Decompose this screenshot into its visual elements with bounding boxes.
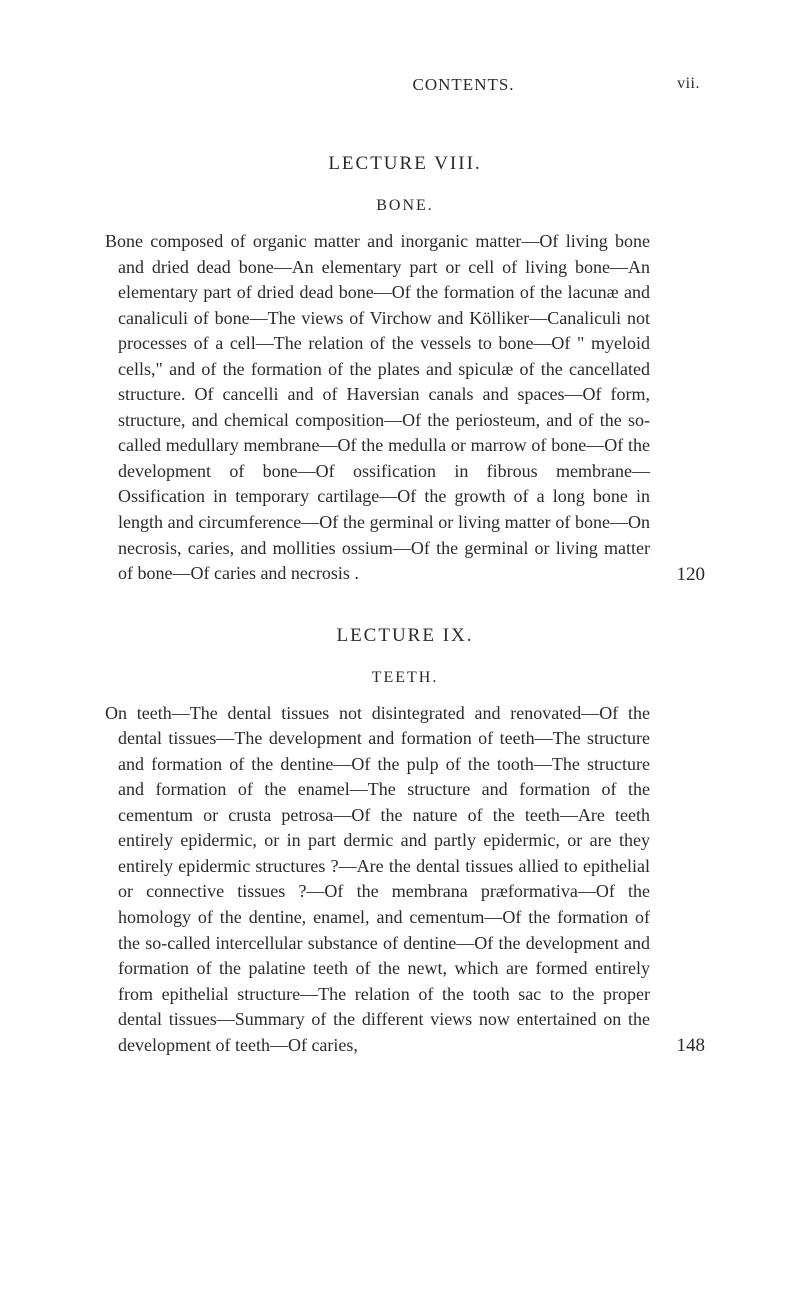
lecture-8-entry: Bone composed of organic matter and inor… (105, 229, 705, 587)
lecture-9-text: On teeth—The dental tissues not disinteg… (105, 701, 650, 1059)
lecture-8-subtitle: BONE. (105, 197, 705, 215)
lecture-9-entry: On teeth—The dental tissues not disinteg… (105, 701, 705, 1059)
lecture-8-text: Bone composed of organic matter and inor… (105, 229, 650, 587)
page-header: CONTENTS. vii. (105, 75, 705, 95)
header-title: CONTENTS. (110, 75, 677, 95)
lecture-8-page: 120 (650, 564, 705, 587)
header-page-roman: vii. (677, 75, 700, 95)
lecture-9-subtitle: TEETH. (105, 669, 705, 687)
lecture-9-page: 148 (650, 1035, 705, 1058)
lecture-8-title: LECTURE VIII. (105, 153, 705, 175)
lecture-9-title: LECTURE IX. (105, 625, 705, 647)
